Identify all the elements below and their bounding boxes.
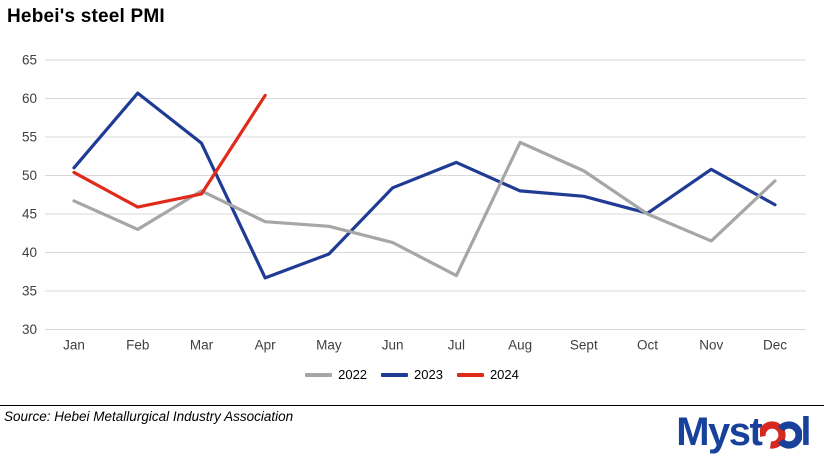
series-line-2023 xyxy=(72,91,777,280)
x-axis-label: Oct xyxy=(637,338,658,353)
legend-label: 2022 xyxy=(338,367,368,382)
y-axis-label: 60 xyxy=(22,91,37,106)
x-axis-label: Jul xyxy=(448,338,465,353)
x-axis-label: Nov xyxy=(699,338,723,353)
legend-item-2023: 2023 xyxy=(381,367,443,382)
footer-divider xyxy=(0,405,824,406)
logo-text-myst: Myst xyxy=(676,410,763,454)
mysteel-logo: Myst l xyxy=(676,408,811,456)
chart-title: Hebei's steel PMI xyxy=(7,6,165,27)
y-axis-label: 65 xyxy=(22,53,37,68)
legend-item-2024: 2024 xyxy=(456,367,519,382)
legend-label: 2024 xyxy=(489,367,519,382)
legend-line-swatch-2024 xyxy=(456,372,484,377)
legend-line-swatch-2022 xyxy=(305,372,333,377)
series-line-2022 xyxy=(72,140,777,278)
x-axis-label: Dec xyxy=(763,338,787,353)
x-axis-label: Apr xyxy=(255,338,277,353)
y-axis-label: 55 xyxy=(22,130,37,145)
x-axis-label: Aug xyxy=(508,338,532,353)
x-axis-label: Jan xyxy=(63,338,85,353)
x-axis-label: Jun xyxy=(382,338,404,353)
y-axis-label: 35 xyxy=(22,284,37,299)
x-axis-label: Feb xyxy=(126,338,149,353)
y-axis-label: 30 xyxy=(22,322,37,337)
y-axis-label: 50 xyxy=(22,168,37,183)
pmi-line-chart: 30 35 40 45 50 55 60 65 Jan Feb Mar Apr May Jun Jul Aug… xyxy=(22,53,806,353)
logo-text-l: l xyxy=(800,410,811,454)
legend-item-2022: 2022 xyxy=(305,367,367,382)
x-axis-label: Sept xyxy=(570,338,598,353)
x-axis-label: May xyxy=(316,338,342,353)
x-axis-label: Mar xyxy=(190,338,214,353)
source-attribution: Source: Hebei Metallurgical Industry Ass… xyxy=(4,409,294,424)
y-axis-label: 40 xyxy=(22,245,37,260)
mysteel-double-e-icon xyxy=(760,421,803,449)
legend-label: 2023 xyxy=(414,367,443,382)
series-line-2024 xyxy=(72,93,267,209)
y-axis-label: 45 xyxy=(22,207,37,222)
legend-line-swatch-2023 xyxy=(381,372,409,377)
chart-legend: 2022 2023 2024 xyxy=(0,367,824,382)
